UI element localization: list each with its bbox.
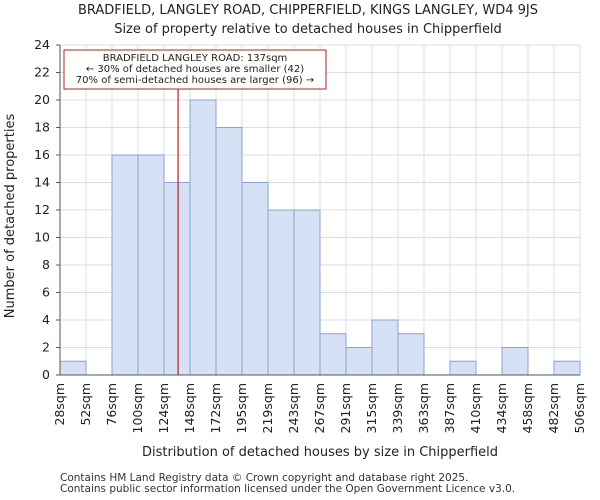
bar-76sqm — [111, 154, 139, 376]
y-tick-label: 4 — [42, 312, 50, 327]
bar-195sqm — [241, 182, 269, 376]
bar-28sqm — [59, 360, 87, 376]
bar-267sqm — [319, 333, 347, 376]
x-tick-label: 363sqm — [416, 383, 431, 433]
annotation-line1: BRADFIELD LANGLEY ROAD: 137sqm — [103, 53, 288, 64]
x-tick-label: 506sqm — [572, 383, 587, 433]
x-tick-label: 458sqm — [520, 383, 535, 433]
chart-title-line1: BRADFIELD, LANGLEY ROAD, CHIPPERFIELD, K… — [78, 3, 538, 18]
x-tick-label: 100sqm — [130, 383, 145, 433]
x-tick-label: 387sqm — [442, 383, 457, 433]
x-axis-label: Distribution of detached houses by size … — [142, 445, 498, 460]
bar-148sqm — [189, 99, 217, 376]
footer-line2: Contains public sector information licen… — [60, 483, 516, 495]
annotation-line2: ← 30% of detached houses are smaller (42… — [86, 64, 304, 75]
annotation-line3: 70% of semi-detached houses are larger (… — [76, 75, 314, 86]
x-tick-label: 291sqm — [338, 383, 353, 433]
x-tick-label: 172sqm — [208, 383, 223, 433]
x-tick-labels: 28sqm 52sqm 76sqm 100sqm 124sqm 148sqm 172sqm 1… — [52, 383, 587, 433]
x-tick-label: 76sqm — [104, 383, 119, 426]
x-tick-label: 267sqm — [312, 383, 327, 433]
y-tick-label: 8 — [42, 257, 50, 272]
chart-title-line2: Size of property relative to detached ho… — [114, 22, 502, 37]
y-tick-label: 16 — [34, 147, 50, 162]
y-axis-label: Number of detached properties — [3, 114, 18, 319]
x-tick-label: 315sqm — [364, 383, 379, 433]
bar-339sqm — [397, 333, 425, 376]
y-tick-label: 6 — [42, 285, 50, 300]
x-tick-label: 243sqm — [286, 383, 301, 433]
x-tick-label: 482sqm — [546, 383, 561, 433]
bar-219sqm — [267, 209, 295, 376]
bar-315sqm — [371, 319, 399, 376]
bar-100sqm — [137, 154, 165, 376]
bar-124sqm — [163, 182, 191, 376]
y-tick-label: 22 — [34, 65, 50, 80]
bar-243sqm — [293, 209, 321, 376]
x-tick-label: 124sqm — [156, 383, 171, 433]
y-tick-label: 20 — [34, 92, 50, 107]
y-tick-label: 0 — [42, 367, 50, 382]
y-tick-label: 24 — [34, 37, 50, 52]
bar-434sqm — [501, 347, 529, 376]
x-tick-label: 195sqm — [234, 383, 249, 433]
bars — [59, 99, 581, 376]
y-tick-label: 10 — [34, 230, 50, 245]
x-tick-label: 28sqm — [52, 383, 67, 426]
x-tick-label: 434sqm — [494, 383, 509, 433]
bar-387sqm — [449, 360, 477, 376]
x-tick-label: 219sqm — [260, 383, 275, 433]
footer-line1: Contains HM Land Registry data © Crown c… — [60, 472, 469, 484]
bar-172sqm — [215, 127, 243, 376]
x-tick-label: 410sqm — [468, 383, 483, 433]
x-tick-label: 339sqm — [390, 383, 405, 433]
y-tick-label: 12 — [34, 202, 50, 217]
axes — [56, 44, 580, 376]
y-tick-label: 14 — [34, 175, 50, 190]
bar-291sqm — [345, 347, 373, 376]
annotation-box: BRADFIELD LANGLEY ROAD: 137sqm ← 30% of … — [63, 49, 327, 90]
y-tick-label: 18 — [34, 120, 50, 135]
x-tick-label: 52sqm — [78, 383, 93, 426]
x-tick-label: 148sqm — [182, 383, 197, 433]
bar-482sqm — [553, 360, 581, 376]
y-tick-label: 2 — [42, 340, 50, 355]
